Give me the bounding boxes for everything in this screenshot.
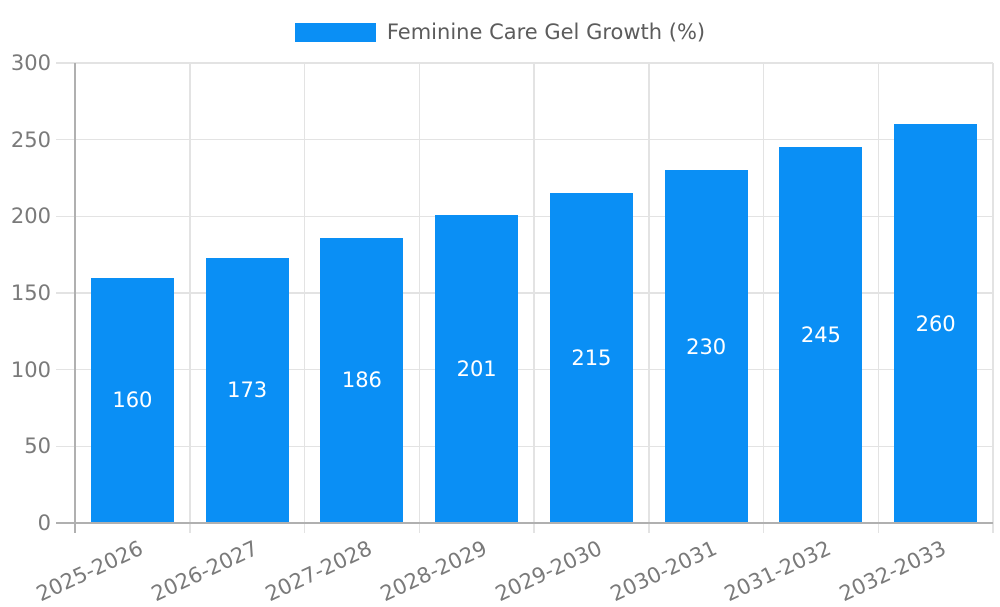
bar[interactable]: [205, 257, 289, 523]
bar[interactable]: [549, 193, 633, 523]
x-axis-tick-label: 2029-2030: [491, 536, 606, 607]
legend-label: Feminine Care Gel Growth (%): [386, 20, 706, 44]
bar[interactable]: [435, 214, 519, 523]
gridline-horizontal: [56, 445, 993, 448]
gridline-horizontal: [56, 215, 993, 218]
bar-value-label: 201: [456, 356, 497, 381]
x-axis-tick-label: 2026-2027: [147, 536, 262, 607]
bar-value-label: 260: [915, 311, 956, 336]
bar[interactable]: [320, 237, 404, 523]
gridline-vertical: [303, 63, 306, 533]
gridline-horizontal: [56, 138, 993, 141]
x-axis-tick-label: 2032-2033: [835, 536, 950, 607]
legend-swatch-icon: [294, 22, 376, 42]
legend: Feminine Care Gel Growth (%): [0, 19, 1000, 45]
y-axis-tick-label: 50: [24, 434, 51, 459]
gridline-horizontal: [56, 292, 993, 294]
y-axis-tick-label: 250: [10, 127, 51, 152]
x-axis-tick-label: 2031-2032: [721, 536, 836, 607]
bar-value-label: 230: [686, 334, 727, 359]
bar[interactable]: [90, 277, 174, 523]
gridline-vertical: [648, 63, 650, 533]
gridline-vertical: [762, 63, 765, 533]
x-axis-tick-label: 2030-2031: [606, 536, 721, 607]
y-axis-tick-label: 0: [37, 511, 51, 535]
gridline-vertical: [189, 63, 191, 533]
gridline-vertical: [992, 63, 994, 533]
bar-value-label: 160: [112, 388, 153, 413]
y-axis-line: [74, 63, 76, 533]
y-axis-tick-label: 100: [10, 357, 51, 382]
bar[interactable]: [779, 147, 863, 523]
bar[interactable]: [664, 170, 748, 523]
bar[interactable]: [894, 124, 978, 523]
bar-value-label: 245: [800, 323, 841, 348]
x-axis-tick-label: 2025-2026: [32, 536, 147, 607]
gridline-horizontal: [56, 368, 993, 371]
y-axis-tick-label: 150: [10, 281, 51, 305]
y-axis-tick-label: 300: [10, 51, 51, 75]
x-axis-tick-label: 2028-2029: [376, 536, 491, 607]
gridline-horizontal: [56, 62, 993, 64]
gridline-vertical: [418, 63, 420, 533]
bar-value-label: 186: [341, 368, 382, 393]
gridline-vertical: [877, 63, 879, 533]
bar-value-label: 173: [227, 378, 268, 403]
x-axis-tick-label: 2027-2028: [262, 536, 377, 607]
x-axis-line-overlay: [56, 522, 993, 524]
bar-value-label: 215: [571, 346, 612, 371]
legend-item[interactable]: Feminine Care Gel Growth (%): [294, 19, 706, 45]
y-axis-tick-label: 200: [10, 204, 51, 229]
gridline-vertical: [533, 63, 535, 533]
